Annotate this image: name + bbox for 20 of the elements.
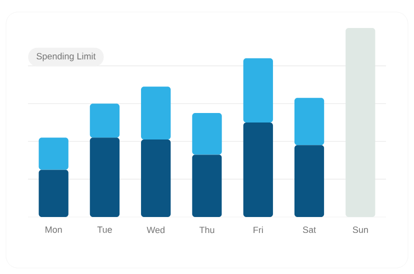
- bar: [141, 86, 171, 140]
- bar: [243, 58, 273, 122]
- x-tick-label: Sat: [302, 226, 316, 233]
- x-tick-label: Thu: [199, 226, 214, 234]
- bar: [38, 170, 68, 217]
- bar: [192, 154, 222, 217]
- x-tick-label: Tue: [97, 226, 112, 233]
- bar: [243, 122, 273, 217]
- x-tick-label: Wed: [146, 226, 164, 234]
- x-tick-label: Mon: [46, 226, 62, 233]
- bar: [38, 138, 68, 170]
- bar: [90, 138, 120, 217]
- x-tick-label: Sun: [352, 226, 368, 233]
- bar: [192, 113, 222, 155]
- bar: [294, 145, 324, 217]
- bar: [294, 98, 324, 146]
- x-tick-label: Fri: [254, 226, 263, 234]
- bar: [141, 140, 171, 217]
- annotation: Spending Limit: [36, 52, 96, 62]
- bar: [90, 104, 120, 138]
